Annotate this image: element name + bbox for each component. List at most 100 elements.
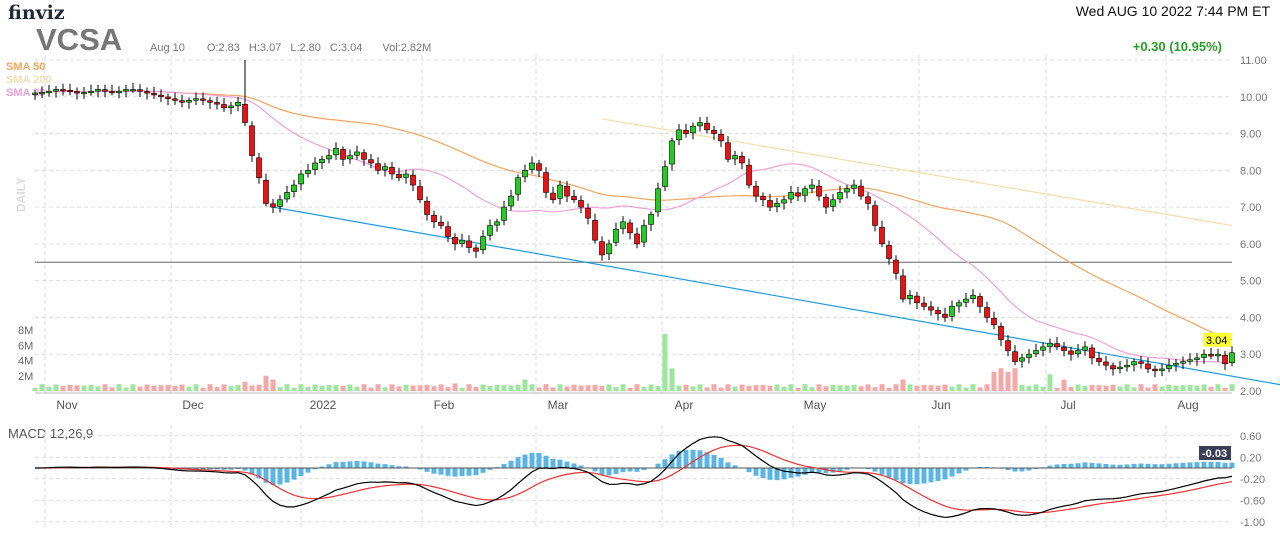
volume-bar: [96, 386, 101, 391]
volume-bar: [978, 387, 983, 391]
macd-histogram-bar: [957, 468, 962, 473]
volume-bar: [446, 387, 451, 391]
volume-bar: [1020, 385, 1025, 391]
candle-up: [677, 130, 682, 140]
volume-bar: [1181, 385, 1186, 391]
macd-histogram-bar: [516, 457, 521, 468]
volume-bar: [901, 380, 906, 391]
candle-up: [1020, 358, 1025, 361]
volume-bar: [551, 387, 556, 391]
candle-up: [663, 167, 668, 187]
candle-down: [390, 167, 395, 174]
volume-bar: [964, 388, 969, 391]
volume-bar: [362, 384, 367, 391]
volume-bar: [355, 387, 360, 391]
volume-tick-label: 2M: [18, 371, 33, 383]
volume-bar: [1055, 388, 1060, 391]
candle-down: [1111, 366, 1116, 369]
volume-bar: [61, 386, 66, 391]
volume-bar: [1153, 384, 1158, 391]
volume-bar: [1069, 387, 1074, 391]
volume-bar: [411, 386, 416, 391]
volume-bar: [1104, 386, 1109, 391]
price-tick-label: 7.00: [1240, 202, 1261, 214]
candle-down: [397, 174, 402, 177]
candle-down: [901, 276, 906, 299]
candle-down: [915, 296, 920, 303]
candle-up: [642, 226, 647, 243]
candle-down: [110, 91, 115, 93]
macd-histogram-bar: [530, 453, 535, 468]
volume-tick-label: 8M: [18, 325, 33, 337]
candle-down: [138, 90, 143, 92]
candle-down: [208, 101, 213, 103]
volume-bar: [502, 385, 507, 391]
candle-up: [131, 89, 136, 91]
volume-bar: [684, 385, 689, 391]
volume-bar: [572, 385, 577, 391]
price-tick-label: 2.00: [1240, 386, 1261, 398]
price-chart[interactable]: 11.0010.009.008.007.006.005.004.003.002.…: [0, 0, 1280, 542]
candle-down: [369, 160, 374, 163]
price-tick-label: 5.00: [1240, 276, 1261, 288]
candle-down: [943, 314, 948, 317]
last-macd-label: -0.03: [1202, 448, 1227, 460]
volume-bar: [621, 384, 626, 391]
candle-down: [1069, 351, 1074, 354]
volume-bar: [89, 385, 94, 391]
macd-tick-label: -0.60: [1240, 495, 1265, 507]
macd-histogram-bar: [691, 450, 696, 468]
volume-bar: [607, 384, 612, 391]
volume-tick-label: 6M: [18, 340, 33, 352]
candle-down: [257, 158, 262, 178]
candle-down: [817, 186, 822, 196]
candle-up: [229, 106, 234, 108]
macd-tick-label: 0.20: [1240, 452, 1261, 464]
candle-up: [292, 185, 297, 192]
volume-bar: [40, 384, 45, 391]
macd-histogram-bar: [299, 468, 304, 476]
candle-up: [33, 93, 38, 95]
candle-down: [474, 248, 479, 251]
volume-bar: [586, 385, 591, 391]
macd-histogram-bar: [600, 468, 605, 475]
sma20-line: [35, 91, 1232, 363]
macd-line: [35, 437, 1232, 518]
candle-up: [82, 92, 87, 94]
macd-histogram-bar: [271, 468, 276, 485]
month-label: Feb: [434, 398, 455, 412]
candle-up: [488, 226, 493, 236]
volume-bar: [579, 386, 584, 391]
volume-bar: [117, 384, 122, 391]
month-label: Nov: [56, 398, 77, 412]
volume-bar: [1076, 384, 1081, 391]
volume-bar: [439, 384, 444, 391]
candle-down: [467, 241, 472, 248]
macd-histogram-bar: [355, 461, 360, 468]
volume-bar: [992, 372, 997, 391]
volume-bar: [481, 384, 486, 391]
volume-bar: [453, 383, 458, 391]
candle-down: [740, 156, 745, 163]
macd-histogram-bar: [789, 468, 794, 478]
candle-up: [558, 185, 563, 198]
volume-bar: [971, 384, 976, 391]
volume-bar: [299, 384, 304, 391]
candle-down: [180, 101, 185, 103]
candle-up: [502, 207, 507, 220]
volume-bar: [278, 387, 283, 391]
candle-down: [1055, 344, 1060, 347]
macd-histogram-bar: [1125, 464, 1130, 468]
candle-down: [551, 193, 556, 200]
volume-bar: [943, 385, 948, 391]
last-price-label: 3.04: [1206, 335, 1227, 347]
candle-down: [61, 89, 66, 91]
macd-histogram-bar: [929, 468, 934, 482]
candle-up: [320, 159, 325, 162]
volume-bar: [201, 388, 206, 391]
candle-down: [887, 245, 892, 258]
month-label: Aug: [1177, 398, 1198, 412]
volume-bar: [1202, 384, 1207, 391]
macd-histogram-bar: [754, 468, 759, 476]
macd-histogram-bar: [425, 468, 430, 472]
